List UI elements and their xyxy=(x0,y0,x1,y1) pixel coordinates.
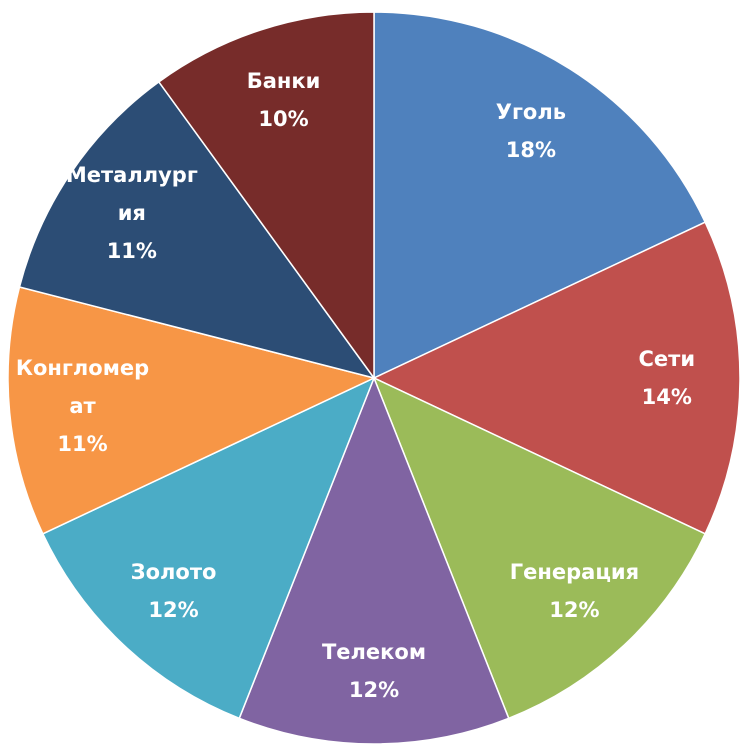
value-label: 11% xyxy=(106,239,157,264)
category-label: Банки xyxy=(246,68,321,93)
category-label: Конгломерат xyxy=(15,355,150,418)
category-label: Золото xyxy=(130,560,217,585)
value-label: 18% xyxy=(505,137,556,162)
category-label: Сети xyxy=(638,347,696,371)
pie-slice xyxy=(373,11,707,380)
slice-label: Генерация 12% xyxy=(510,553,639,629)
slice-label: Банки 10% xyxy=(247,62,321,138)
slice-label: Металлургия 11% xyxy=(62,156,202,270)
category-label: Уголь xyxy=(495,99,566,124)
pie-slice xyxy=(372,376,707,720)
pie-slice xyxy=(157,11,375,381)
slice-label: Золото 12% xyxy=(131,553,217,629)
value-label: 12% xyxy=(148,598,199,623)
slice-label: Телеком 12% xyxy=(322,633,426,709)
pie-slice xyxy=(7,286,377,535)
value-label: 10% xyxy=(258,106,309,131)
pie-slice xyxy=(372,221,741,535)
value-label: 12% xyxy=(348,677,400,702)
value-label: 11% xyxy=(57,431,108,456)
value-label: 14% xyxy=(641,385,692,409)
pie-slice xyxy=(238,375,510,745)
category-label: Металлургия xyxy=(65,163,198,226)
value-label: 12% xyxy=(549,598,600,623)
pie-slice xyxy=(41,376,376,720)
category-label: Телеком xyxy=(321,639,427,664)
category-label: Генерация xyxy=(509,560,640,585)
slice-label: Сети 14% xyxy=(639,340,696,416)
slice-label: Конгломерат 11% xyxy=(12,349,152,463)
slice-label: Уголь 18% xyxy=(496,93,566,169)
pie-slice xyxy=(18,80,376,380)
